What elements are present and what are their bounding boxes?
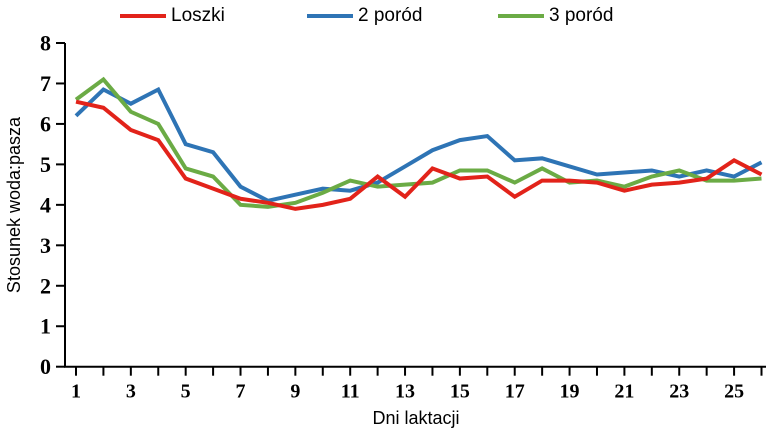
svg-text:1: 1 (40, 314, 51, 339)
svg-text:15: 15 (450, 381, 470, 403)
svg-text:9: 9 (290, 381, 300, 403)
svg-text:23: 23 (669, 381, 689, 403)
svg-text:5: 5 (181, 381, 191, 403)
svg-text:4: 4 (40, 192, 51, 217)
legend-label-2-porod: 2 poród (358, 5, 423, 26)
legend-label-loszki: Loszki (171, 5, 225, 26)
svg-text:17: 17 (505, 381, 525, 403)
svg-text:21: 21 (614, 381, 634, 403)
svg-text:19: 19 (560, 381, 580, 403)
legend-swatch-2-porod (307, 14, 353, 18)
svg-text:1: 1 (71, 381, 81, 403)
svg-text:5: 5 (40, 152, 51, 177)
svg-text:7: 7 (236, 381, 246, 403)
svg-text:2: 2 (40, 273, 51, 298)
svg-text:8: 8 (40, 31, 51, 56)
legend-swatch-loszki (120, 14, 166, 18)
svg-text:3: 3 (126, 381, 136, 403)
svg-text:11: 11 (341, 381, 360, 403)
svg-text:7: 7 (40, 71, 51, 96)
legend-swatch-3-porod (498, 14, 544, 18)
svg-text:13: 13 (395, 381, 415, 403)
y-axis-title: Stosunek woda:pasza (4, 116, 24, 294)
svg-text:25: 25 (724, 381, 744, 403)
legend-label-3-porod: 3 poród (549, 5, 614, 26)
legend-item-2-porod: 2 poród (307, 3, 422, 29)
legend-item-loszki: Loszki (120, 3, 225, 29)
x-axis-title: Dni laktacji (372, 408, 460, 428)
legend-item-3-porod: 3 poród (498, 3, 613, 29)
svg-text:6: 6 (40, 111, 51, 136)
svg-text:0: 0 (40, 354, 51, 379)
svg-text:3: 3 (40, 233, 51, 258)
